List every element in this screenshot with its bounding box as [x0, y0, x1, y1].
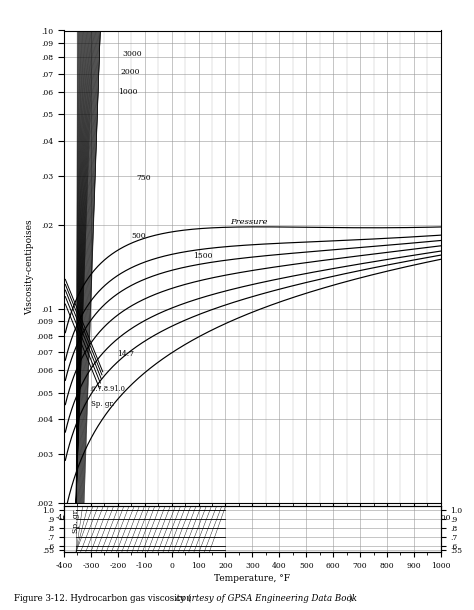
Text: Sp. gr.: Sp. gr.: [91, 400, 115, 408]
Text: 1000: 1000: [118, 88, 137, 96]
Text: 2000: 2000: [120, 68, 139, 76]
Text: Figure 3-12. Hydrocarbon gas viscosity (: Figure 3-12. Hydrocarbon gas viscosity (: [14, 594, 191, 603]
Text: Pressure: Pressure: [230, 218, 268, 226]
Text: 3000: 3000: [122, 51, 142, 59]
Text: Sp. gr.: Sp. gr.: [72, 509, 80, 534]
Text: 14.7: 14.7: [117, 351, 134, 359]
Text: 750: 750: [137, 174, 151, 182]
Y-axis label: Viscosity-centipoises: Viscosity-centipoises: [25, 219, 34, 315]
Text: courtesy of GPSA Engineering Data Book: courtesy of GPSA Engineering Data Book: [176, 594, 357, 603]
Text: 500: 500: [132, 232, 146, 240]
Text: ).: ).: [348, 594, 355, 603]
X-axis label: Temperature, °F: Temperature, °F: [214, 574, 291, 583]
Text: 1500: 1500: [193, 252, 213, 260]
Text: .6.7.8.91.0: .6.7.8.91.0: [90, 385, 126, 393]
